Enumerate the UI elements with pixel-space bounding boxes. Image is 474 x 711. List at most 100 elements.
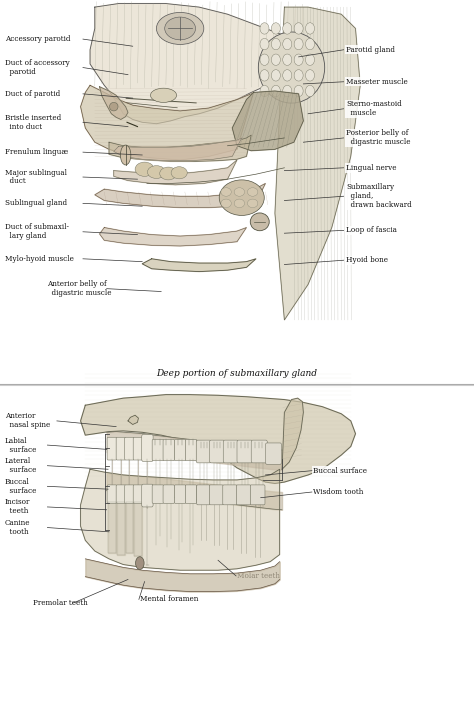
Polygon shape <box>95 183 265 208</box>
Ellipse shape <box>247 188 258 196</box>
Polygon shape <box>109 135 251 161</box>
Ellipse shape <box>272 85 281 97</box>
Text: Buccal surface: Buccal surface <box>313 466 367 475</box>
Ellipse shape <box>165 17 195 40</box>
Ellipse shape <box>160 167 177 180</box>
Ellipse shape <box>306 38 315 50</box>
Polygon shape <box>114 138 242 161</box>
Text: Parotid gland: Parotid gland <box>346 46 395 54</box>
Ellipse shape <box>272 23 281 34</box>
Polygon shape <box>81 469 280 570</box>
Text: Premolar teeth: Premolar teeth <box>33 599 88 607</box>
Polygon shape <box>128 415 138 424</box>
Ellipse shape <box>306 23 315 34</box>
FancyBboxPatch shape <box>107 485 117 503</box>
Ellipse shape <box>294 54 303 65</box>
Ellipse shape <box>260 54 269 65</box>
Ellipse shape <box>120 145 131 165</box>
Ellipse shape <box>234 199 245 208</box>
Ellipse shape <box>306 85 315 97</box>
Ellipse shape <box>221 199 231 208</box>
FancyBboxPatch shape <box>210 440 225 463</box>
Circle shape <box>136 557 144 570</box>
Ellipse shape <box>294 70 303 81</box>
Ellipse shape <box>294 85 303 97</box>
FancyBboxPatch shape <box>125 437 134 460</box>
FancyBboxPatch shape <box>116 437 126 460</box>
Text: Molar teeth: Molar teeth <box>237 572 280 580</box>
Ellipse shape <box>283 70 292 81</box>
Text: Lingual nerve: Lingual nerve <box>346 164 397 172</box>
Text: Bristle inserted
  into duct: Bristle inserted into duct <box>5 114 61 131</box>
FancyBboxPatch shape <box>107 437 117 460</box>
FancyBboxPatch shape <box>185 439 197 461</box>
FancyBboxPatch shape <box>152 485 164 503</box>
Ellipse shape <box>272 38 281 50</box>
FancyBboxPatch shape <box>250 485 265 505</box>
FancyBboxPatch shape <box>237 440 253 463</box>
Text: Canine
  tooth: Canine tooth <box>5 519 30 536</box>
Text: Mental foramen: Mental foramen <box>140 595 198 604</box>
Ellipse shape <box>147 166 165 178</box>
Bar <box>0 387 474 711</box>
Text: Sublingual gland: Sublingual gland <box>5 199 67 208</box>
Text: Duct of accessory
  parotid: Duct of accessory parotid <box>5 59 70 76</box>
FancyBboxPatch shape <box>142 434 153 461</box>
FancyBboxPatch shape <box>163 485 174 503</box>
Polygon shape <box>100 228 246 246</box>
Text: Frenulum linguæ: Frenulum linguæ <box>5 148 68 156</box>
Ellipse shape <box>294 38 303 50</box>
Ellipse shape <box>260 23 269 34</box>
Ellipse shape <box>156 13 204 44</box>
Text: Wisdom tooth: Wisdom tooth <box>313 488 363 496</box>
Text: Masseter muscle: Masseter muscle <box>346 77 408 86</box>
Polygon shape <box>232 91 303 151</box>
Polygon shape <box>282 398 303 469</box>
Polygon shape <box>81 395 356 483</box>
Ellipse shape <box>234 188 245 196</box>
Ellipse shape <box>306 54 315 65</box>
FancyBboxPatch shape <box>197 485 210 505</box>
Ellipse shape <box>294 23 303 34</box>
Text: Deep portion of submaxillary gland: Deep portion of submaxillary gland <box>156 369 318 378</box>
Ellipse shape <box>260 85 269 97</box>
FancyBboxPatch shape <box>251 440 267 463</box>
FancyBboxPatch shape <box>142 484 153 507</box>
Ellipse shape <box>109 102 118 111</box>
Text: Lateral
  surface: Lateral surface <box>5 457 36 474</box>
Ellipse shape <box>219 180 264 215</box>
Polygon shape <box>81 85 254 160</box>
Text: Mylo-hyoid muscle: Mylo-hyoid muscle <box>5 255 73 263</box>
FancyBboxPatch shape <box>152 439 164 461</box>
FancyBboxPatch shape <box>237 485 251 505</box>
Ellipse shape <box>283 38 292 50</box>
Ellipse shape <box>260 38 269 50</box>
FancyBboxPatch shape <box>163 439 174 461</box>
Ellipse shape <box>135 162 154 176</box>
Text: Sterno-mastoid
  muscle: Sterno-mastoid muscle <box>346 100 402 117</box>
FancyBboxPatch shape <box>196 440 211 463</box>
Ellipse shape <box>283 54 292 65</box>
FancyBboxPatch shape <box>223 485 237 505</box>
Ellipse shape <box>258 32 325 103</box>
FancyBboxPatch shape <box>265 443 282 464</box>
Ellipse shape <box>283 23 292 34</box>
Ellipse shape <box>272 54 281 65</box>
Text: Accessory parotid: Accessory parotid <box>5 35 70 43</box>
Polygon shape <box>100 87 128 119</box>
Ellipse shape <box>171 167 187 179</box>
Ellipse shape <box>306 70 315 81</box>
FancyBboxPatch shape <box>116 485 126 503</box>
Ellipse shape <box>151 88 176 102</box>
Text: Loop of fascia: Loop of fascia <box>346 226 397 235</box>
FancyBboxPatch shape <box>174 439 186 461</box>
Polygon shape <box>142 259 256 272</box>
Text: Major sublingual
  duct: Major sublingual duct <box>5 169 67 186</box>
Polygon shape <box>114 160 237 185</box>
Text: Labial
  surface: Labial surface <box>5 437 36 454</box>
Text: Anterior
  nasal spine: Anterior nasal spine <box>5 412 50 429</box>
FancyBboxPatch shape <box>223 440 238 463</box>
FancyBboxPatch shape <box>133 437 143 460</box>
Polygon shape <box>275 7 360 320</box>
Text: Submaxillary
  gland,
  drawn backward: Submaxillary gland, drawn backward <box>346 183 412 209</box>
